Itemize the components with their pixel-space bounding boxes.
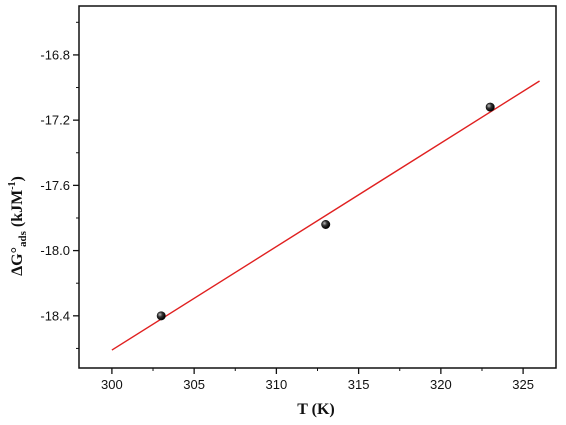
data-point	[485, 102, 495, 112]
x-tick-label: 300	[101, 377, 123, 392]
x-tick-label: 315	[348, 377, 370, 392]
y-axis-label-sup: -1	[7, 181, 18, 189]
x-tick-label: 305	[183, 377, 205, 392]
x-axis-label: T (K)	[297, 401, 334, 418]
y-axis-label-main: ΔG°	[9, 247, 26, 276]
x-tick-label: 320	[430, 377, 452, 392]
y-axis-label-close: )	[9, 176, 26, 181]
y-axis-label: ΔG°ads (kJM-1)	[7, 176, 29, 276]
y-tick-label: -18.0	[40, 243, 70, 258]
y-tick-label: -17.2	[40, 113, 70, 128]
y-axis-label-rest: (kJM	[9, 190, 26, 231]
plot-frame	[78, 5, 557, 369]
data-point	[156, 311, 166, 321]
x-tick-label: 325	[512, 377, 534, 392]
data-point	[321, 220, 331, 230]
y-axis-label-sub: ads	[17, 230, 29, 247]
y-tick-label: -17.6	[40, 178, 70, 193]
y-tick-label: -18.4	[40, 308, 70, 323]
fit-line	[111, 80, 540, 351]
x-tick-label: 310	[266, 377, 288, 392]
y-tick-label: -16.8	[40, 47, 70, 62]
